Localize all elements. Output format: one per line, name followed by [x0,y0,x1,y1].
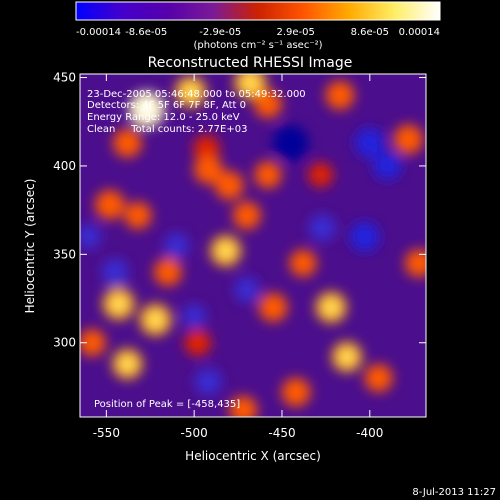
y-tick-label: 400 [53,159,76,173]
heatmap-negative-spot [308,214,336,242]
colorbar: -0.00014 -8.6e-05 -2.9e-05 2.9e-05 8.6e-05 0.… [75,1,441,51]
plot-frame [79,73,427,418]
footer-timestamp: 8-Jul-2013 11:27 [412,487,496,498]
heatmap-hot-spot [254,161,282,189]
colorbar-tick-labels: -0.00014 -8.6e-05 -2.9e-05 2.9e-05 8.6e-05 0.… [76,27,440,38]
heatmap-hot-spot [308,162,334,188]
heatmap-hot-core [217,243,234,259]
heatmap-negative-spot [373,151,402,180]
heatmap-hot-core [242,74,259,91]
heatmap-hot-spot [214,170,244,200]
colorbar-tick-label: 0.00014 [399,27,440,38]
y-tick-label: 450 [53,71,76,85]
heatmap-hot-spot [404,249,426,278]
y-tick-label: 350 [53,247,76,261]
heatmap-hot-spot [289,249,317,277]
colorbar-tick-label: 2.9e-05 [277,27,315,38]
annotation-energy-range: Energy Range: 12.0 - 25.0 keV [87,112,240,123]
heatmap-hot-spot [193,155,223,184]
annotation-detectors: Detectors: 4F 5F 6F 7F 8F, Att 0 [87,100,246,111]
heatmap-hot-core [110,295,127,312]
heatmap-hot-spot [113,128,142,158]
heatmap-hot-spot [229,395,258,417]
colorbar-tick-label: 8.6e-05 [351,27,389,38]
heatmap-hot-spot [124,201,152,230]
x-tick-label: -450 [268,426,295,440]
heatmap-hot-core [339,349,355,365]
heatmap-hot-core [323,299,339,316]
heatmap-hot-spot [80,329,106,357]
chart-title: Reconstructed RHESSI Image [148,55,353,71]
heatmap-negative-spot [194,368,222,396]
heatmap-hot-spot [253,90,282,119]
heatmap-negative-spot [272,124,309,161]
y-tick-label: 300 [53,336,76,350]
annotation-peak-position: Position of Peak = [-458,435] [94,399,240,410]
heatmap-blobs [80,74,426,417]
heatmap-hot-spot [393,124,424,155]
colorbar-strip [75,1,441,21]
annotation-block: 23-Dec-2005 05:46:48.000 to 05:49:32.000… [87,89,306,410]
x-axis: -550 -500 -450 -400 [93,74,383,440]
heatmap-hot-spot [258,292,288,322]
heatmap-hot-core [119,356,136,372]
heatmap-hot-spot [184,329,211,356]
heatmap-hot-spot [364,364,393,393]
heatmap-hot-core [182,83,199,100]
heatmap-hot-spot [232,201,261,230]
heatmap-hot-core [147,311,164,328]
heatmap-negative-spot [234,276,260,303]
heatmap-hot-core [137,100,156,119]
x-axis-title: Heliocentric X (arcsec) [185,449,321,463]
heatmap-hot-spot [153,258,182,287]
colorbar-tick-label: -0.00014 [76,27,121,38]
heatmap-hot-spot [193,135,220,162]
heatmap-negative-spot [163,232,190,259]
x-tick-label: -500 [181,426,208,440]
annotation-clean-counts: Clean Total counts: 2.77E+03 [87,124,247,135]
heatmap-hot-spot [281,377,311,407]
colorbar-tick-label: -8.6e-05 [125,27,167,38]
heatmap-negative-spot [349,221,380,252]
colorbar-tick-label: -2.9e-05 [199,27,241,38]
heatmap-hot-spot [325,80,355,110]
heatmap-negative-spot [182,304,207,329]
x-tick-label: -550 [93,426,120,440]
annotation-time-range: 23-Dec-2005 05:46:48.000 to 05:49:32.000 [87,89,306,100]
x-tick-label: -400 [356,426,383,440]
colorbar-units: (photons cm⁻² s⁻¹ asec⁻²) [193,40,322,51]
heatmap-hot-spot [95,190,125,220]
heatmap-negative-spot [101,258,129,286]
heatmap-negative-spot [80,224,102,250]
y-axis-title: Heliocentric Y (arcsec) [23,179,37,314]
heatmap-negative-spot [354,128,385,158]
heatmap-image [80,74,426,417]
y-axis: 300 350 400 450 [53,71,426,350]
